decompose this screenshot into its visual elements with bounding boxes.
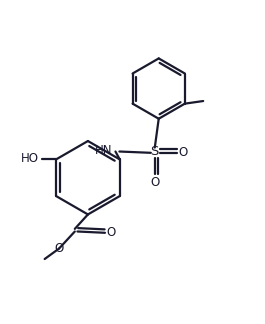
Text: HN: HN [95, 144, 113, 157]
Text: O: O [178, 146, 188, 159]
Text: O: O [54, 242, 64, 255]
Text: HO: HO [21, 152, 39, 165]
Text: S: S [151, 145, 159, 158]
Text: O: O [150, 177, 160, 190]
Text: O: O [106, 226, 116, 239]
